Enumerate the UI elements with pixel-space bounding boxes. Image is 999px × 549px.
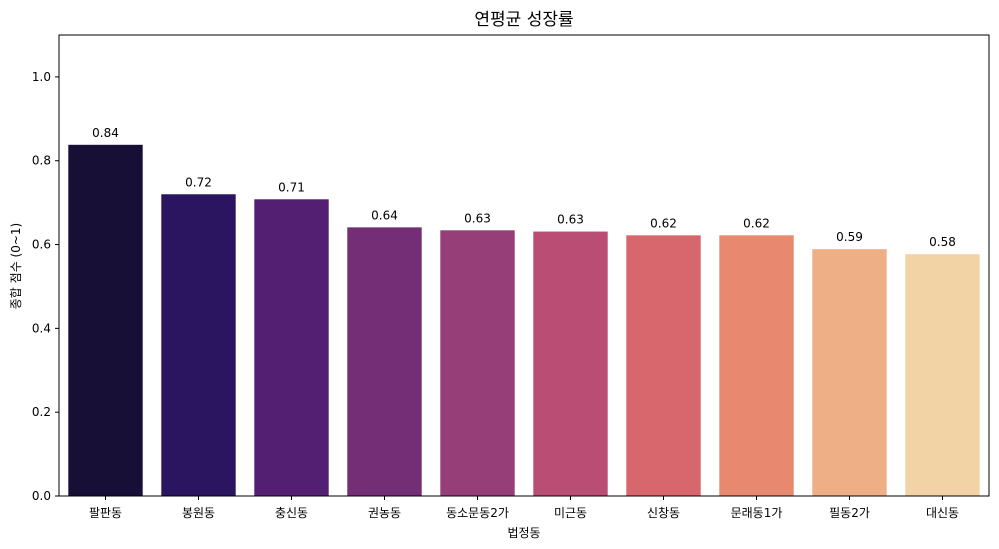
x-tick-label-1: 팔판동 [89, 506, 122, 520]
x-tick-label-10: 대신동 [926, 506, 959, 520]
bar-4 [347, 227, 422, 496]
bar-8 [719, 235, 794, 497]
bar-7 [626, 235, 701, 497]
y-tick-label-1: 0.0 [32, 489, 51, 503]
bar-9 [812, 249, 887, 496]
x-tick-label-4: 권농동 [368, 506, 401, 520]
bar-1 [68, 144, 143, 496]
y-axis: 0.0 0.2 0.4 0.6 0.8 1.0 [32, 70, 59, 503]
y-tick-label-5: 0.8 [32, 154, 51, 168]
data-label-9: 0.59 [836, 230, 863, 244]
y-tick-label-2: 0.2 [32, 405, 51, 419]
x-tick-label-5: 동소문동2가 [446, 506, 509, 520]
data-label-1: 0.84 [92, 126, 119, 140]
data-label-8: 0.62 [743, 216, 770, 230]
x-tick-label-2: 봉원동 [182, 506, 215, 520]
bar-10 [905, 254, 980, 496]
data-label-10: 0.58 [929, 235, 956, 249]
x-tick-label-9: 필동2가 [829, 506, 870, 520]
data-labels-group: 0.84 0.72 0.71 0.64 0.63 0.63 0.62 0.62 0.59 0.58 [92, 126, 956, 249]
bars-group [68, 144, 980, 497]
chart-title: 연평균 성장률 [474, 10, 573, 30]
x-tick-label-8: 문래동1가 [731, 506, 783, 520]
x-tick-label-3: 충신동 [275, 506, 308, 520]
plot-frame [58, 34, 990, 497]
bar-2 [161, 194, 236, 496]
data-label-4: 0.64 [371, 208, 398, 222]
x-axis: 팔판동 봉원동 충신동 권농동 동소문동2가 미근동 신창동 문래동1가 필동2가 대신동 [89, 496, 959, 520]
x-tick-label-6: 미근동 [554, 506, 587, 520]
y-axis-label: 종합 점수 (0~1) [9, 223, 23, 309]
x-axis-label: 법정동 [507, 526, 540, 540]
data-label-5: 0.63 [464, 211, 491, 225]
y-tick-label-4: 0.6 [32, 238, 51, 252]
x-tick-label-7: 신창동 [647, 506, 680, 520]
data-label-6: 0.63 [557, 213, 584, 227]
y-tick-label-6: 1.0 [32, 70, 51, 84]
y-tick-label-3: 0.4 [32, 321, 51, 335]
bar-3 [254, 199, 329, 496]
bar-5 [440, 230, 515, 496]
bar-6 [533, 231, 608, 496]
data-label-3: 0.71 [278, 180, 305, 194]
data-label-7: 0.62 [650, 216, 677, 230]
data-label-2: 0.72 [185, 175, 212, 189]
